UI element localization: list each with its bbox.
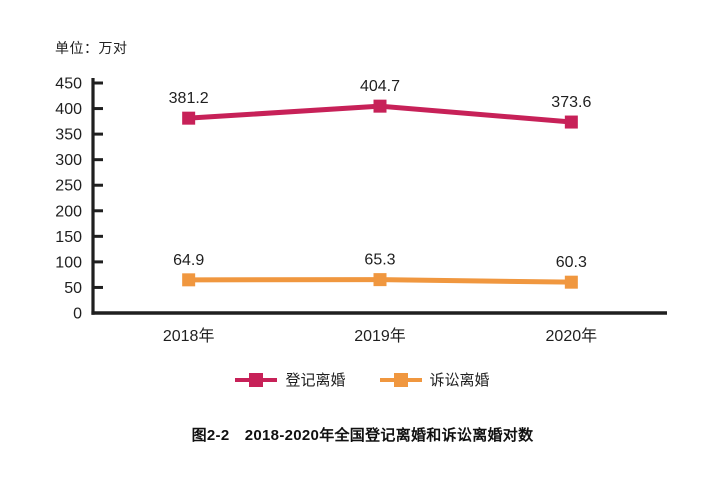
- x-category-label: 2020年: [546, 327, 598, 345]
- data-value-label: 373.6: [551, 94, 591, 111]
- legend-label-litigation: 诉讼离婚: [429, 372, 490, 389]
- x-category-label: 2019年: [354, 327, 406, 345]
- data-value-label: 65.3: [364, 252, 395, 269]
- data-point-marker: [373, 273, 387, 287]
- y-tick-label: 300: [55, 152, 82, 169]
- legend-item-registered-divorce: 登记离婚: [235, 369, 346, 390]
- data-point-marker: [564, 275, 578, 289]
- data-value-label: 64.9: [173, 252, 204, 269]
- litigation-series-key-icon: [379, 372, 422, 387]
- legend: 登记离婚 诉讼离婚: [0, 369, 725, 390]
- data-value-label: 60.3: [556, 254, 587, 271]
- data-point-marker: [182, 273, 196, 287]
- y-tick-label: 250: [55, 178, 82, 195]
- unit-label: 单位：万对: [55, 40, 128, 56]
- line-chart: 0 50 100 150 200 250 300 350 400 450 2018年 2019年 202…: [55, 76, 667, 345]
- y-tick-label: 100: [55, 254, 82, 271]
- x-category-label: 2018年: [163, 327, 215, 345]
- data-value-label: 404.7: [360, 78, 400, 95]
- y-tick-label: 50: [64, 280, 82, 297]
- y-tick-label: 0: [73, 306, 82, 323]
- data-value-label: 381.2: [169, 90, 209, 107]
- legend-item-litigation-divorce: 诉讼离婚: [379, 369, 490, 390]
- data-point-marker: [182, 111, 196, 125]
- legend-label-registered: 登记离婚: [285, 372, 346, 389]
- figure-caption: 图2-2 2018-2020年全国登记离婚和诉讼离婚对数: [191, 427, 534, 444]
- y-tick-label: 400: [55, 101, 82, 118]
- y-tick-label: 450: [55, 76, 82, 93]
- data-point-marker: [564, 115, 578, 129]
- registered-series-key-icon: [235, 372, 278, 387]
- data-point-marker: [373, 99, 387, 113]
- y-tick-label: 150: [55, 229, 82, 246]
- y-tick-label: 200: [55, 203, 82, 220]
- y-tick-label: 350: [55, 127, 82, 144]
